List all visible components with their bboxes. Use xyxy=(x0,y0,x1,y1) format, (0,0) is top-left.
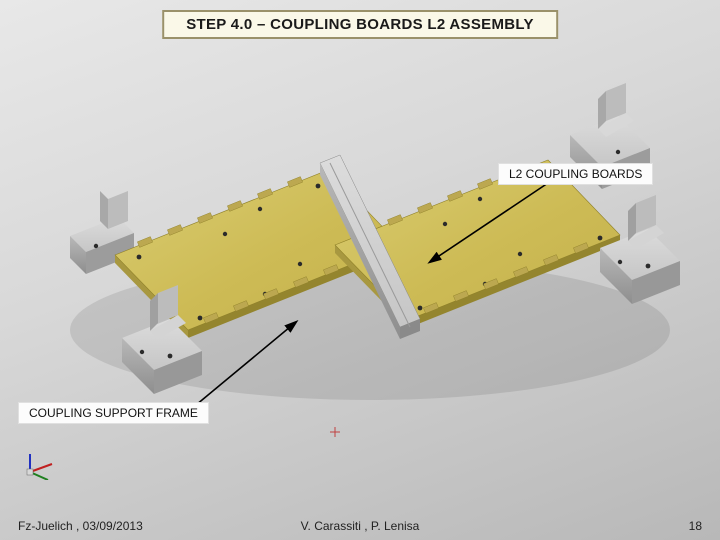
bracket-front-right xyxy=(600,195,680,304)
axis-triad-icon xyxy=(22,450,58,480)
cad-cursor-icon xyxy=(330,427,340,437)
label-coupling-boards: L2 COUPLING BOARDS xyxy=(498,163,653,185)
footer-center: V. Carassiti , P. Lenisa xyxy=(246,519,474,533)
assembly-diagram xyxy=(0,0,720,540)
label-support-frame: COUPLING SUPPORT FRAME xyxy=(18,402,209,424)
footer-left: Fz-Juelich , 03/09/2013 xyxy=(18,519,246,533)
slide-footer: Fz-Juelich , 03/09/2013 V. Carassiti , P… xyxy=(0,512,720,540)
footer-page-number: 18 xyxy=(474,519,702,533)
